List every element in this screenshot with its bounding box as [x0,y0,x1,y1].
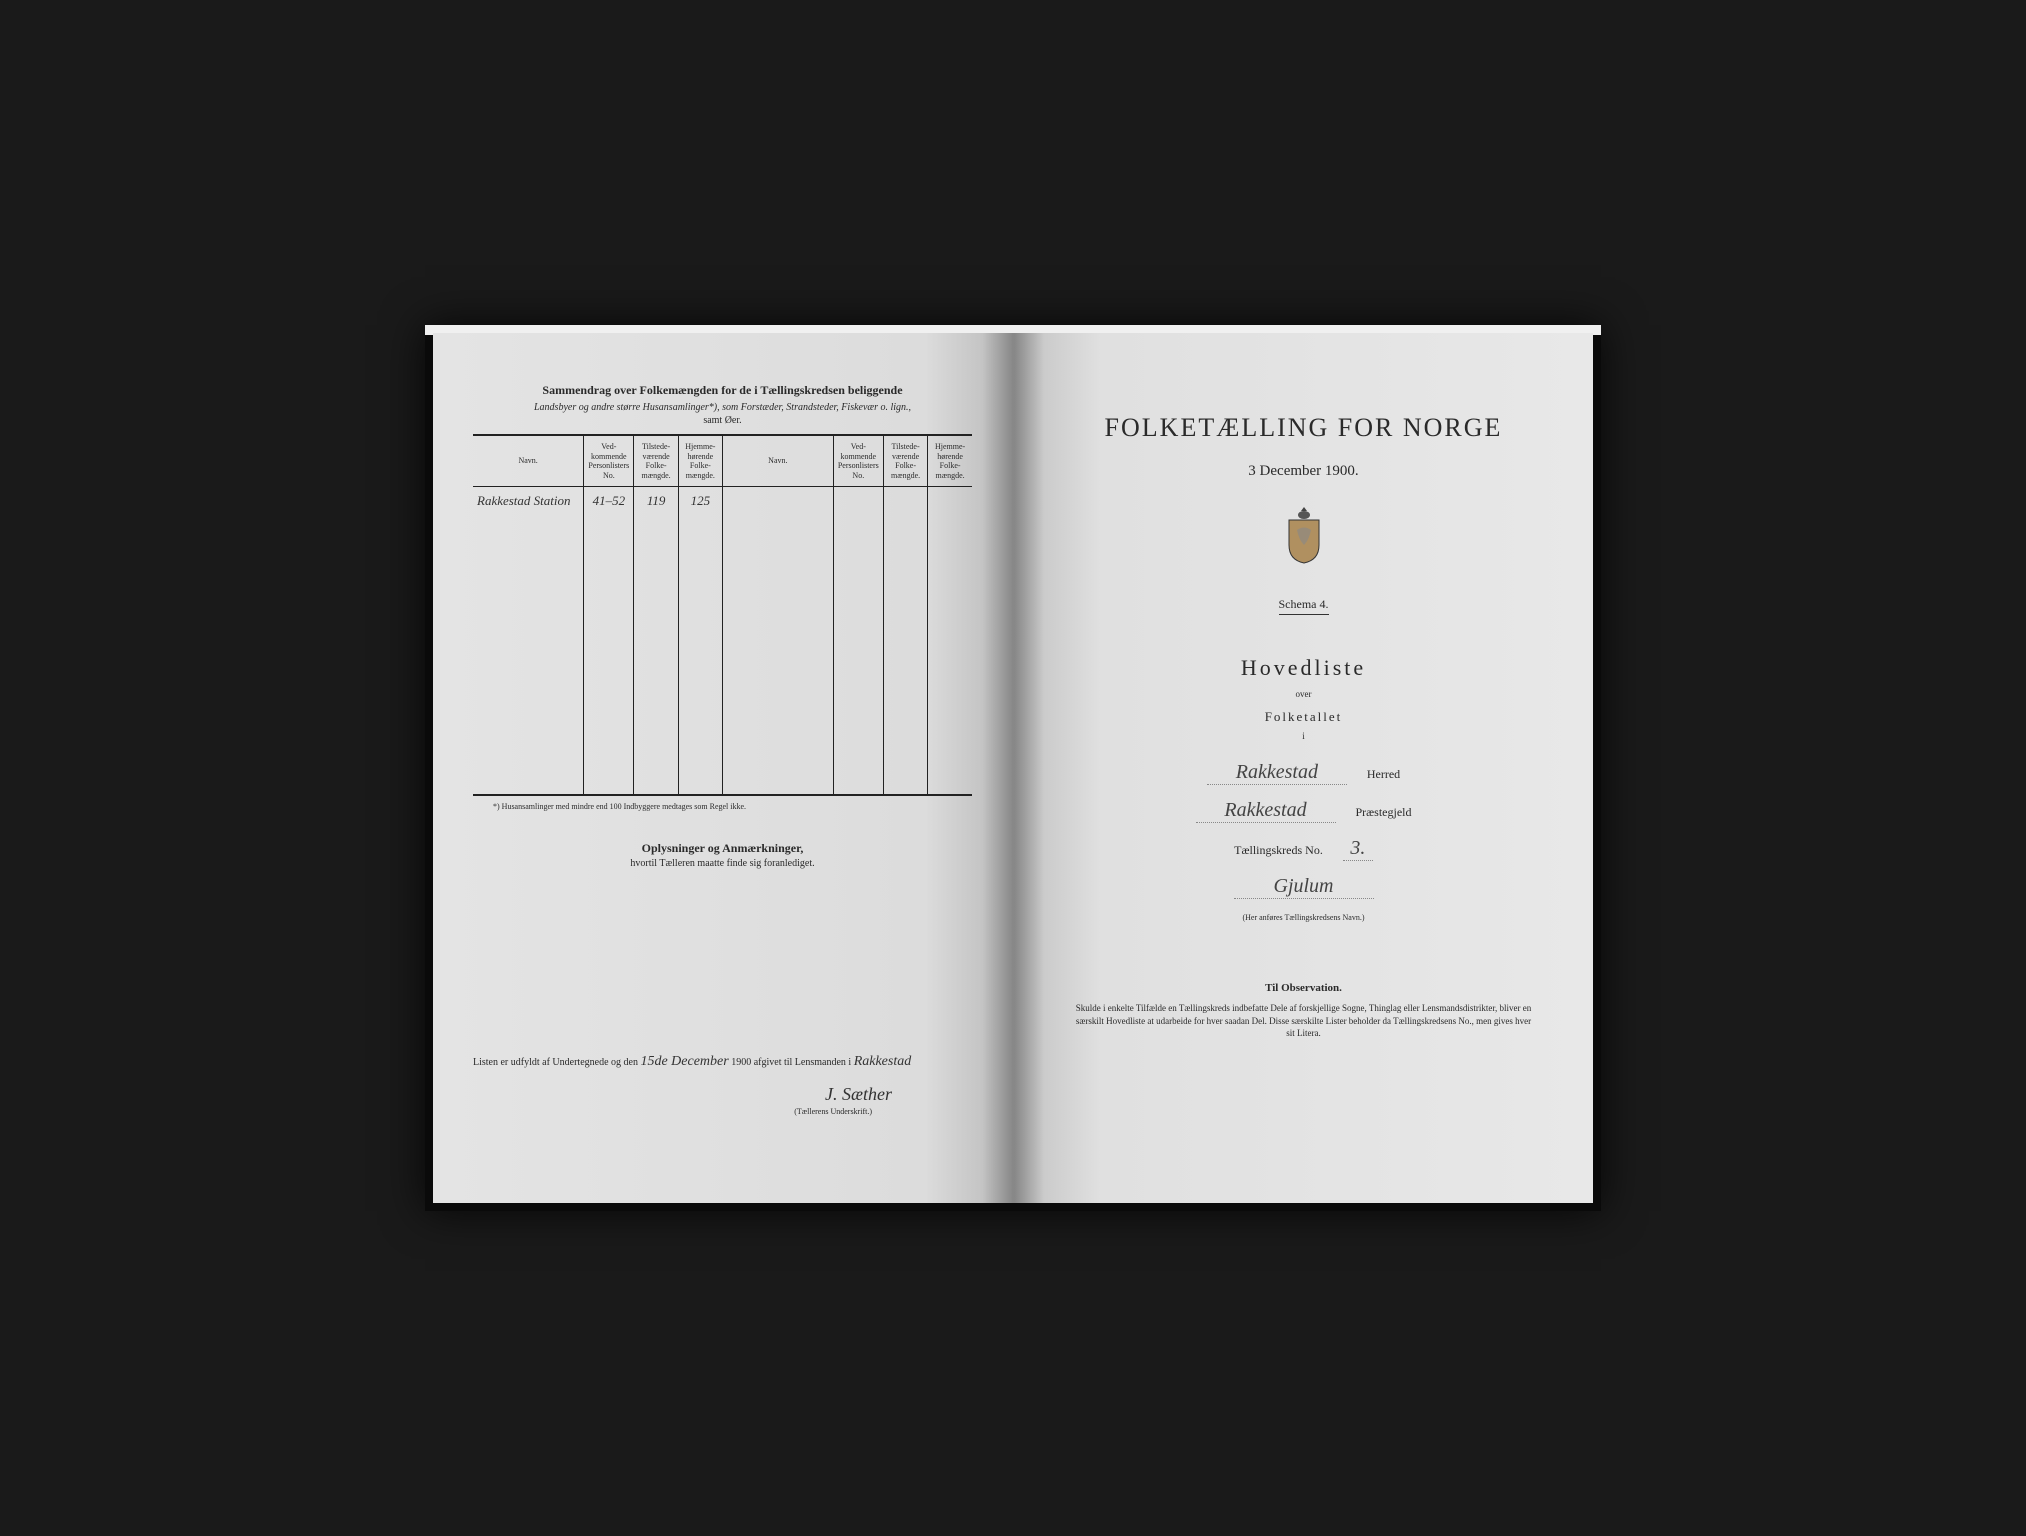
left-page: Sammendrag over Folkemængden for de i Tæ… [433,333,1013,1203]
cell-navn: Rakkestad Station [473,487,584,515]
col-hjemme-1: Hjemme- hørende Folke- mængde. [678,435,722,487]
kreds-label: Tællingskreds No. [1234,843,1323,858]
schema-label: Schema 4. [1279,597,1329,615]
sig-place: Rakkestad [854,1054,912,1069]
table-row [473,711,972,739]
table-row [473,627,972,655]
table-row [473,683,972,711]
col-navn-2: Navn. [722,435,833,487]
kreds-name: Gjulum [1234,875,1374,899]
ledger-body: Rakkestad Station 41–52 119 125 [473,487,972,795]
table-row: Rakkestad Station 41–52 119 125 [473,487,972,515]
gutter-shadow [1014,333,1044,1203]
table-row [473,655,972,683]
subtitle-text: Landsbyer og andre større Husansamlinger… [534,402,911,413]
col-ved-1: Ved- kommende Personlisters No. [584,435,634,487]
sig-date: 15de December [640,1054,728,1069]
observation-title: Til Observation. [1054,982,1553,994]
col-ved-2: Ved- kommende Personlisters No. [833,435,883,487]
observation-body: Skulde i enkelte Tilfælde en Tællingskre… [1054,1002,1553,1040]
book-spread: Sammendrag over Folkemængden for de i Tæ… [425,325,1601,1211]
right-page: FOLKETÆLLING FOR NORGE 3 December 1900. … [1013,333,1593,1203]
kreds-row: Tællingskreds No. 3. [1054,837,1553,861]
col-tilstede-2: Tilstede- værende Folke- mængde. [883,435,927,487]
sig-text-2: afgivet til Lensmanden i [754,1057,851,1068]
cell-empty [883,487,927,515]
sig-year: 1900 [731,1057,751,1068]
signature-line: Listen er udfyldt af Undertegnede og den… [473,1049,972,1074]
sig-text-1: Listen er udfyldt af Undertegnede og den [473,1057,638,1068]
subtitle-samt: samt Øer. [473,415,972,426]
cell-empty [833,487,883,515]
herred-handwritten: Rakkestad [1207,761,1347,785]
col-navn-1: Navn. [473,435,584,487]
census-title: FOLKETÆLLING FOR NORGE [1054,413,1553,443]
schema-wrap: Schema 4. [1054,595,1553,655]
signature: J. Sæther [473,1084,892,1105]
col-hjemme-2: Hjemme- hørende Folke- mængde. [928,435,972,487]
table-row [473,515,972,543]
cell-empty [722,487,833,515]
table-row [473,739,972,767]
col-tilstede-1: Tilstede- værende Folke- mængde. [634,435,678,487]
footnote: *) Husansamlinger med mindre end 100 Ind… [493,802,972,811]
header-row: Navn. Ved- kommende Personlisters No. Ti… [473,435,972,487]
cell-hjemme: 125 [678,487,722,515]
summary-title: Sammendrag over Folkemængden for de i Tæ… [473,383,972,398]
table-row [473,543,972,571]
census-date: 3 December 1900. [1054,463,1553,480]
i-label: i [1054,731,1553,741]
table-row [473,767,972,795]
prgjeld-label: Præstegjeld [1356,805,1412,820]
oplys-sub: hvortil Tælleren maatte finde sig foranl… [473,858,972,869]
cell-ved: 41–52 [584,487,634,515]
oplys-title: Oplysninger og Anmærkninger, [473,841,972,856]
over-label: over [1054,689,1553,699]
prgjeld-handwritten: Rakkestad [1196,799,1336,823]
table-row [473,571,972,599]
sig-caption: (Tællerens Underskrift.) [473,1107,892,1116]
kreds-name-row: Gjulum [1054,875,1553,899]
gutter-shadow [982,333,1012,1203]
herred-label: Herred [1367,767,1400,782]
folketallet-label: Folketallet [1054,709,1553,725]
ledger-table: Navn. Ved- kommende Personlisters No. Ti… [473,434,972,796]
kreds-no: 3. [1343,837,1373,861]
hovedliste-title: Hovedliste [1054,655,1553,681]
prgjeld-row: Rakkestad Præstegjeld [1054,799,1553,823]
table-row [473,599,972,627]
herred-row: Rakkestad Herred [1054,761,1553,785]
coat-of-arms-icon [1054,505,1553,570]
signature-block: J. Sæther (Tællerens Underskrift.) [473,1084,972,1116]
cell-tilstede: 119 [634,487,678,515]
kreds-caption: (Her anføres Tællingskredsens Navn.) [1054,913,1553,922]
cell-empty [928,487,972,515]
summary-subtitle: Landsbyer og andre større Husansamlinger… [473,402,972,426]
